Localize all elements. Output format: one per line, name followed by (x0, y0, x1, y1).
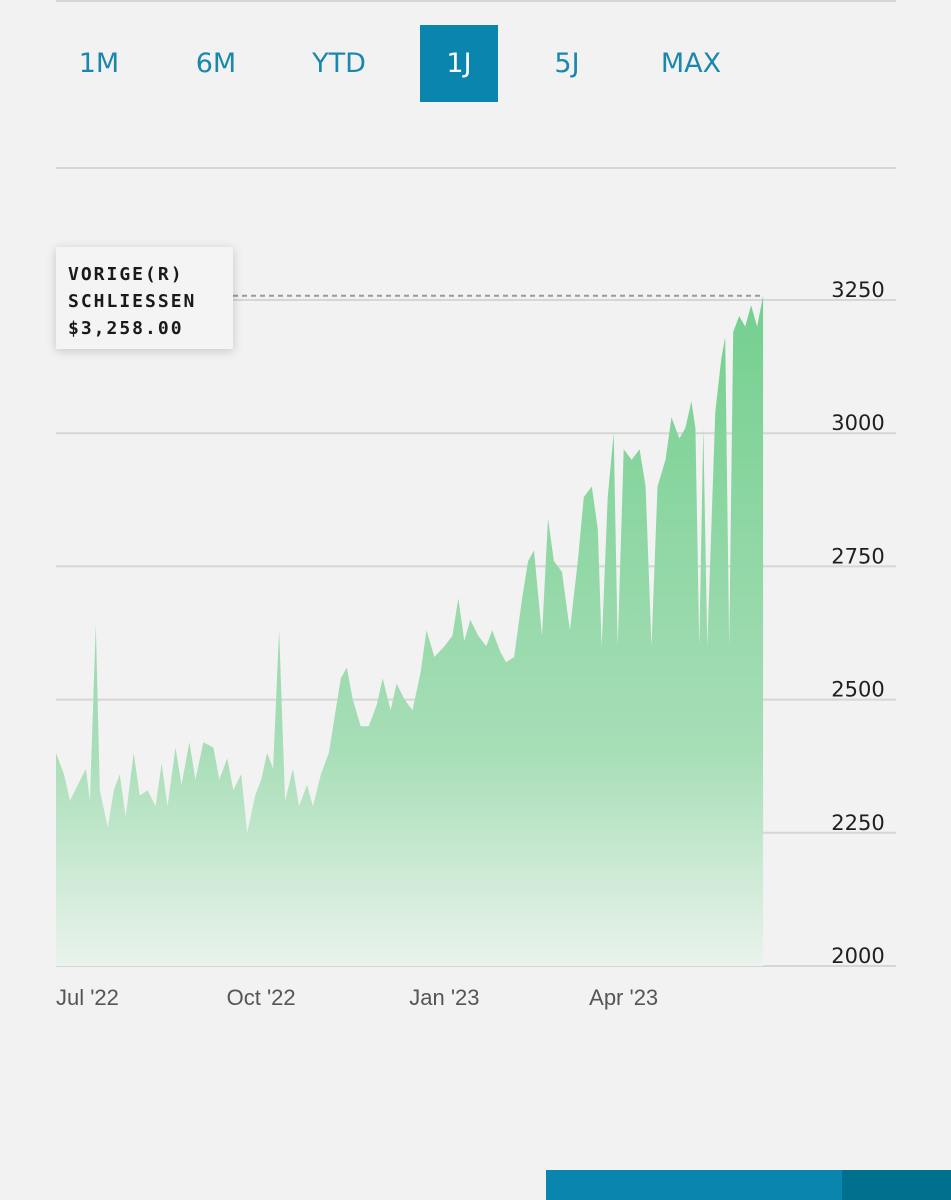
tab-ytd[interactable]: YTD (312, 48, 366, 79)
action-button[interactable] (546, 1170, 842, 1200)
y-tick-label: 2500 (831, 678, 884, 702)
y-tick-label: 3000 (831, 411, 884, 435)
x-tick-label: Apr '23 (589, 985, 658, 1010)
tooltip-line-1: VORIGE(R) (68, 264, 184, 285)
tabs-divider (56, 167, 896, 169)
x-tick-label: Jul '22 (56, 985, 119, 1010)
x-tick-label: Jan '23 (409, 985, 479, 1010)
price-area (56, 295, 764, 966)
tab-1j[interactable]: 1J (420, 25, 498, 102)
tooltip-line-2: SCHLIESSEN (68, 291, 197, 312)
range-tab-bar: 1M 6M YTD 1J 5J MAX (56, 25, 896, 102)
y-tick-label: 2000 (831, 944, 884, 968)
y-tick-label: 2750 (831, 544, 884, 568)
action-button-secondary[interactable] (842, 1170, 951, 1200)
tab-1m[interactable]: 1M (78, 48, 120, 79)
tab-5j[interactable]: 5J (554, 48, 580, 79)
y-axis-labels: 3250 3000 2750 2500 2250 2000 (831, 278, 884, 968)
tab-max[interactable]: MAX (660, 48, 722, 79)
tab-6m[interactable]: 6M (195, 48, 237, 79)
previous-close-tooltip: VORIGE(R) SCHLIESSEN $3,258.00 (56, 247, 233, 349)
x-tick-label: Oct '22 (227, 985, 296, 1010)
x-axis-labels: Jul '22 Oct '22 Jan '23 Apr '23 (56, 985, 658, 1010)
y-tick-label: 2250 (831, 811, 884, 835)
top-divider (56, 0, 896, 2)
y-tick-label: 3250 (831, 278, 884, 302)
tooltip-value: $3,258.00 (68, 318, 184, 339)
